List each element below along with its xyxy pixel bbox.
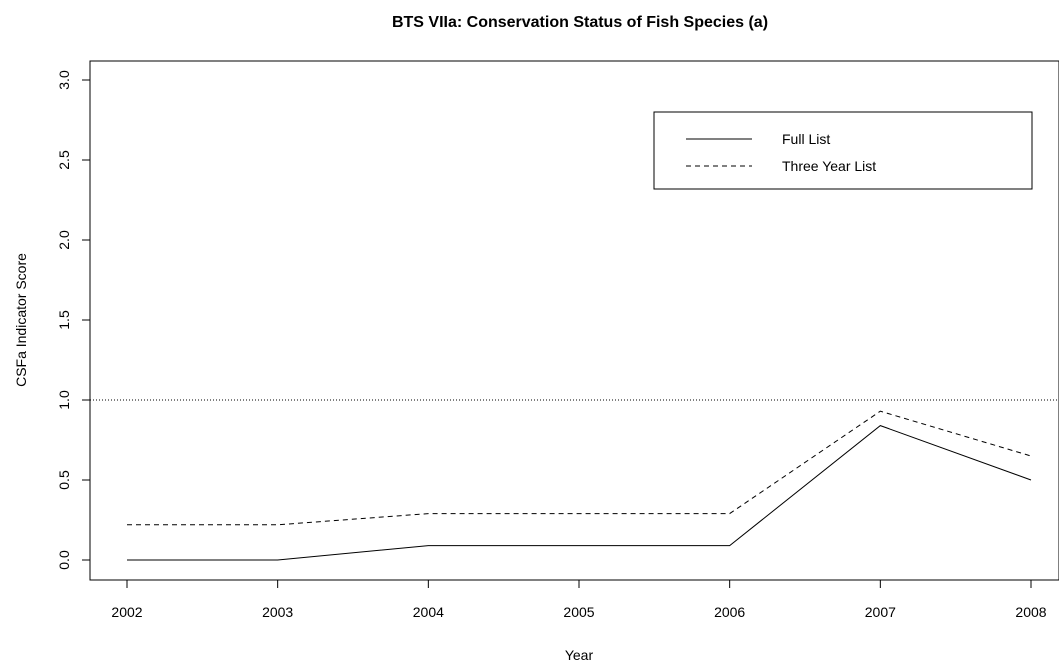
- y-tick-label: 0.5: [56, 470, 72, 490]
- y-tick-label: 2.5: [56, 150, 72, 170]
- legend: Full List Three Year List: [653, 111, 1033, 190]
- x-tick-label: 2004: [413, 604, 444, 620]
- x-tick-label: 2002: [111, 604, 142, 620]
- y-tick-label: 1.5: [56, 310, 72, 330]
- legend-label: Three Year List: [782, 158, 876, 174]
- y-tick-label: 0.0: [56, 550, 72, 570]
- chart-title: BTS VIIa: Conservation Status of Fish Sp…: [392, 14, 768, 31]
- x-axis-label: Year: [565, 647, 594, 663]
- x-tick-label: 2006: [714, 604, 745, 620]
- x-tick-label: 2007: [865, 604, 896, 620]
- y-axis: 0.0 0.5 1.0 1.5 2.0 2.5 3.0: [56, 70, 90, 570]
- y-tick-label: 1.0: [56, 390, 72, 410]
- x-tick-label: 2003: [262, 604, 293, 620]
- x-tick-label: 2005: [563, 604, 594, 620]
- y-axis-label: CSFa Indicator Score: [13, 253, 29, 387]
- legend-box: [653, 111, 1033, 190]
- y-tick-label: 2.0: [56, 230, 72, 250]
- x-axis: 2002 2003 2004 2005 2006 2007 2008: [111, 580, 1047, 620]
- series-line-2: [127, 410, 1032, 526]
- series-layer: [127, 410, 1032, 561]
- y-tick-label: 3.0: [56, 70, 72, 90]
- x-tick-label: 2008: [1015, 604, 1046, 620]
- series-line-1: [127, 425, 1032, 561]
- legend-label: Full List: [782, 131, 830, 147]
